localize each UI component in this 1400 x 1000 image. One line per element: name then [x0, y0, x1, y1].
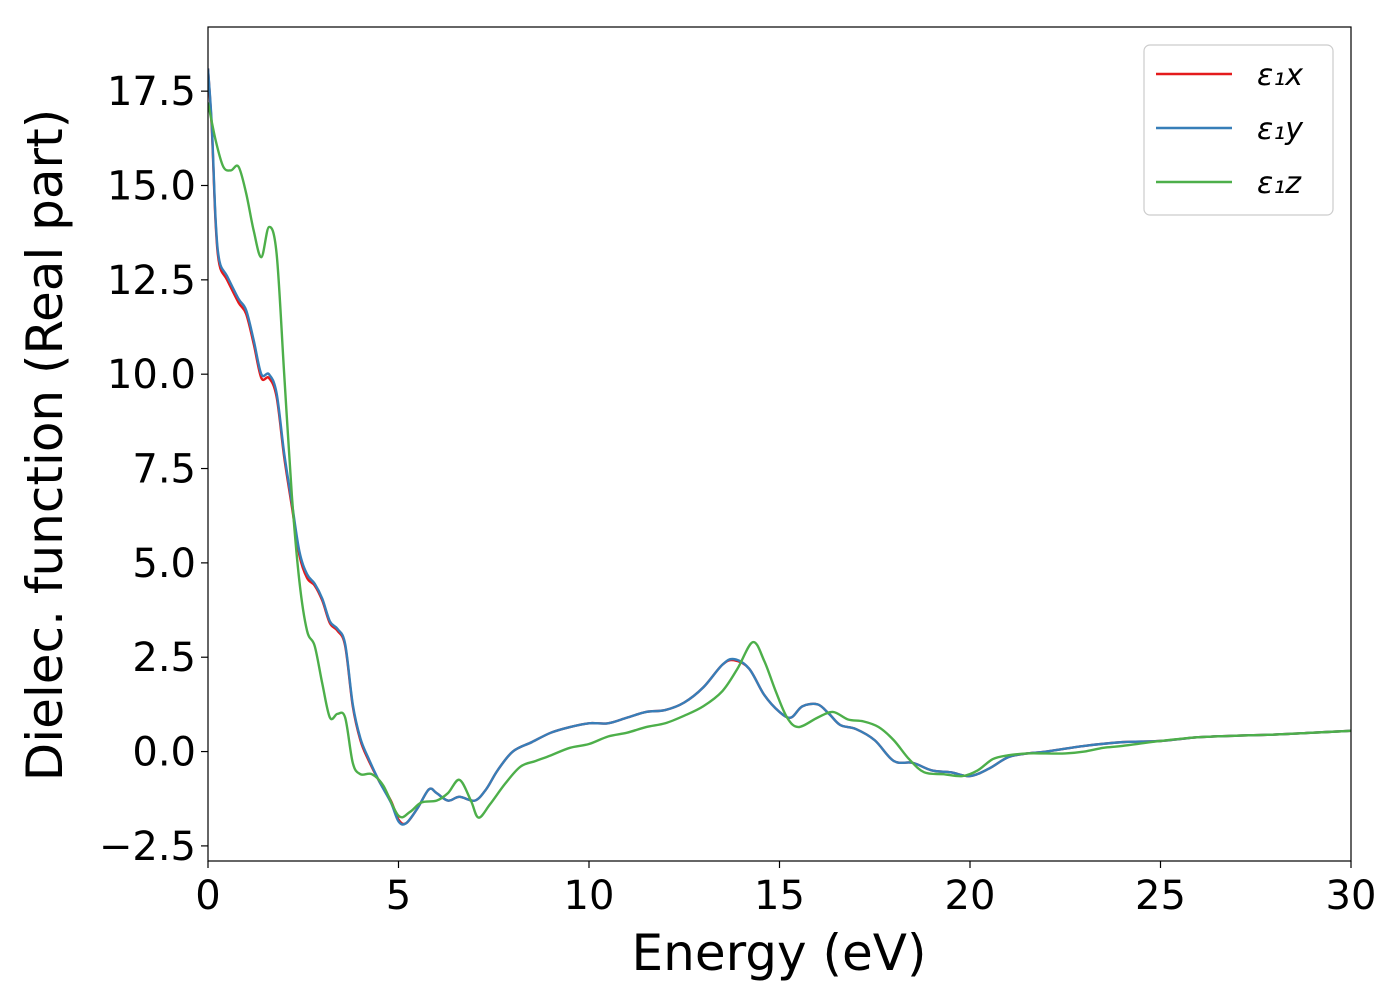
y-axis-title: Dielec. function (Real part) — [16, 109, 74, 781]
y-axis-ticks: −2.5 0.0 2.5 5.0 7.5 10.0 12.5 15.0 17.5 — [99, 69, 208, 870]
x-axis-title: Energy (eV) — [632, 924, 927, 982]
y-tick-label: 0.0 — [132, 730, 196, 776]
legend-items: ε₁x ε₁y ε₁z — [1156, 58, 1304, 201]
x-tick-label: 0 — [195, 873, 220, 919]
legend-label-2: ε₁y — [1257, 112, 1304, 147]
y-tick-label: 15.0 — [107, 163, 196, 209]
legend-label-1: ε₁x — [1257, 58, 1303, 93]
series-group — [208, 68, 1351, 826]
legend-label-3: ε₁z — [1257, 166, 1302, 201]
y-tick-label: 2.5 — [132, 635, 196, 681]
series-line-3 — [208, 102, 1351, 819]
x-tick-label: 5 — [386, 873, 411, 919]
x-axis-ticks: 0 5 10 15 20 25 30 — [195, 861, 1376, 919]
x-tick-label: 20 — [945, 873, 996, 919]
y-tick-label: 12.5 — [107, 258, 196, 304]
y-tick-label: 7.5 — [132, 447, 196, 493]
legend-box — [1143, 44, 1334, 216]
x-tick-label: 25 — [1135, 873, 1186, 919]
y-tick-label: 5.0 — [132, 541, 196, 587]
y-tick-label: 10.0 — [107, 352, 196, 398]
x-tick-label: 30 — [1326, 873, 1377, 919]
legend: ε₁x ε₁y ε₁z — [1143, 44, 1334, 216]
y-tick-label: −2.5 — [99, 824, 196, 870]
y-tick-label: 17.5 — [107, 69, 196, 115]
x-tick-label: 10 — [564, 873, 615, 919]
x-tick-label: 15 — [754, 873, 805, 919]
